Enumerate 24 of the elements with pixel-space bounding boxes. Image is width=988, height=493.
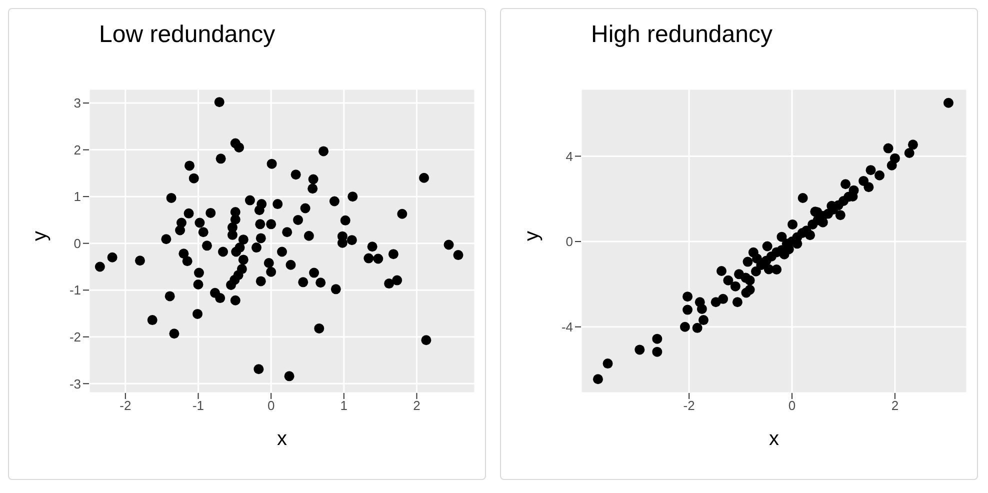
x-axis-title: x bbox=[769, 428, 779, 450]
y-tick-label: 1 bbox=[74, 189, 81, 204]
x-tick-label: 0 bbox=[267, 398, 275, 414]
y-axis-title: y bbox=[29, 231, 52, 241]
y-tick-label: -4 bbox=[561, 319, 573, 334]
x-tick-label: -1 bbox=[192, 398, 204, 414]
x-tick-label: 2 bbox=[413, 398, 420, 414]
x-tick-label: 2 bbox=[891, 398, 899, 414]
y-tick-label: 4 bbox=[566, 148, 573, 164]
y-tick-label: -3 bbox=[69, 376, 81, 392]
x-tick-label: -2 bbox=[120, 398, 132, 414]
chart-title: High redundancy bbox=[591, 21, 772, 49]
x-tick-label: 1 bbox=[340, 398, 348, 414]
y-tick-label: 3 bbox=[74, 96, 81, 111]
y-axis-title: y bbox=[521, 231, 544, 241]
chart-title: Low redundancy bbox=[99, 21, 276, 49]
x-axis-title: x bbox=[277, 428, 287, 450]
y-tick-label: 0 bbox=[74, 236, 81, 251]
x-tick-label: 0 bbox=[788, 398, 796, 414]
y-tick-label: 0 bbox=[566, 234, 573, 250]
y-tick-label: -2 bbox=[69, 329, 81, 344]
y-tick-label: -1 bbox=[69, 282, 81, 298]
x-tick-label: -2 bbox=[683, 398, 695, 414]
y-tick-label: 2 bbox=[74, 142, 81, 158]
